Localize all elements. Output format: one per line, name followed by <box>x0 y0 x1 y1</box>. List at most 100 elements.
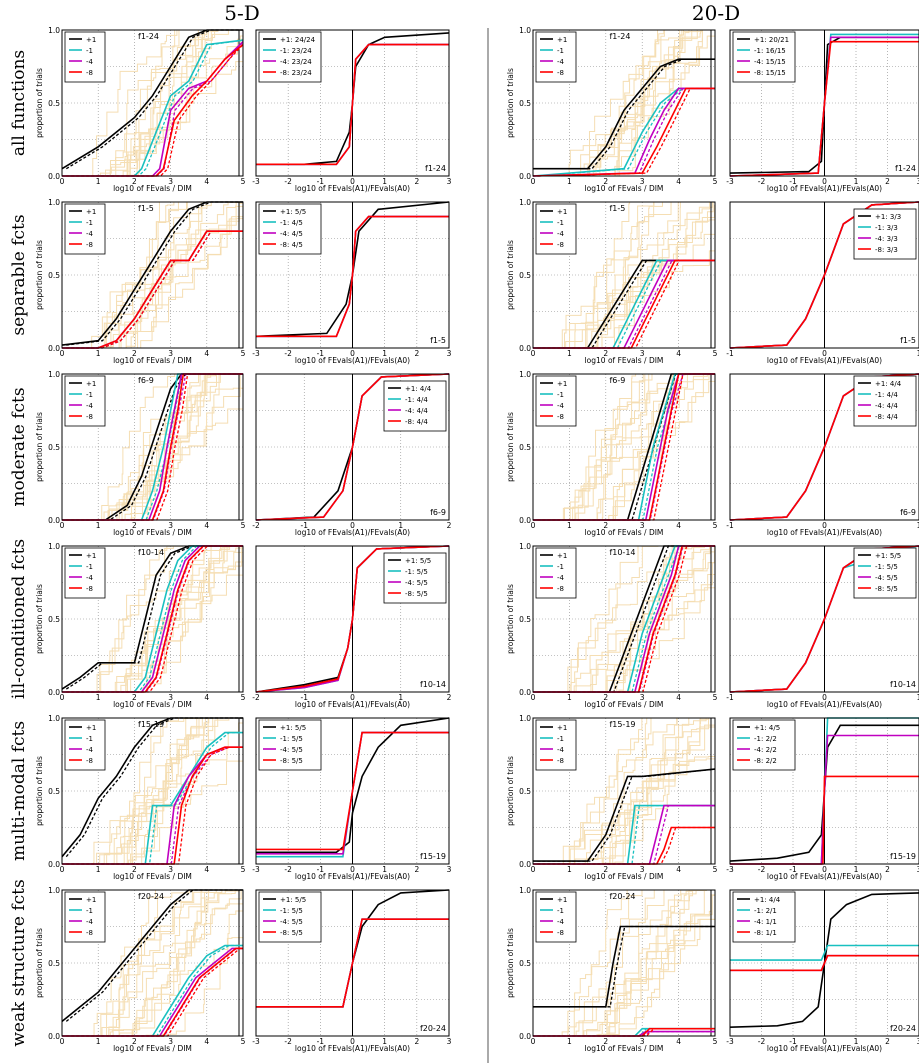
background-run <box>62 29 243 177</box>
series-line <box>61 545 243 690</box>
legend-entry: -8 <box>86 585 93 593</box>
series-line-dashed <box>66 731 243 865</box>
x-tick-label: 0 <box>822 177 827 186</box>
series-line-dashed <box>537 545 715 693</box>
background-run <box>533 29 715 177</box>
y-tick-label: 0.5 <box>48 271 60 280</box>
x-tick-label: -2 <box>252 693 260 702</box>
x-tick-label: 1 <box>382 865 387 874</box>
x-tick-label: 0 <box>531 693 536 702</box>
series-line-dashed <box>66 545 243 693</box>
x-tick-label: 5 <box>241 693 246 702</box>
background-run <box>533 373 715 521</box>
series-line-dashed <box>65 717 243 858</box>
x-tick-label: 4 <box>676 177 681 186</box>
background-run <box>62 717 243 865</box>
x-axis-label: log10 of FEvals / DIM <box>585 184 664 193</box>
x-tick-label: 4 <box>204 865 209 874</box>
x-axis-label: log10 of FEvals / DIM <box>585 356 664 365</box>
legend-entry: -4 <box>557 230 565 238</box>
background-run <box>533 717 715 865</box>
x-tick-label: 0 <box>60 521 65 530</box>
x-tick-label: 2 <box>414 1037 419 1046</box>
legend-entry: -8: 5/5 <box>875 585 898 593</box>
legend-box <box>258 719 322 771</box>
function-group-annotation: f20-24 <box>138 892 164 901</box>
legend-entry: -1: 4/5 <box>280 219 303 227</box>
background-run <box>62 201 243 349</box>
legend-entry: +1: 5/5 <box>280 208 306 216</box>
x-tick-label: 3 <box>447 1037 452 1046</box>
y-tick-label: 0.0 <box>48 688 60 697</box>
background-run <box>62 29 243 177</box>
axes-frame <box>532 373 716 521</box>
legend-entry: -8 <box>557 69 564 77</box>
column-title: 5-D <box>224 1 260 25</box>
legend-entry: -1: 5/5 <box>280 735 303 743</box>
y-tick-label: 1.0 <box>48 198 60 207</box>
function-group-annotation: f1-5 <box>430 336 446 345</box>
function-group-annotation: f10-14 <box>890 680 916 689</box>
legend-box <box>258 203 322 255</box>
series-line-dashed <box>537 545 715 693</box>
x-tick-label: 2 <box>603 521 608 530</box>
axes-frame <box>255 373 450 521</box>
series-line-dashed <box>537 768 716 862</box>
legend-entry: -4: 5/5 <box>875 574 898 582</box>
series-line <box>255 545 450 693</box>
y-tick-label: 0.0 <box>48 516 60 525</box>
background-run <box>62 889 243 1037</box>
y-axis-label: proportion of trials <box>506 240 515 310</box>
x-axis-label: log10 of FEvals(A1)/FEvals(A0) <box>295 184 410 193</box>
legend-entry: -8: 5/5 <box>280 929 303 937</box>
background-run <box>533 201 715 349</box>
legend-entry: -1: 5/5 <box>875 563 898 571</box>
legend-entry: -8: 2/2 <box>754 757 777 765</box>
series-line <box>256 215 449 338</box>
x-tick-label: 1 <box>382 177 387 186</box>
legend-entry: -1: 5/5 <box>280 907 303 915</box>
x-tick-label: -1 <box>317 349 325 358</box>
background-run <box>62 373 243 521</box>
series-line <box>255 373 450 521</box>
ecdf-panel: 0 1 2 3 4 5 log10 of FEvals / DIM 0.0 0.5 1.0 prop… <box>506 714 718 881</box>
x-tick-label: 1 <box>567 1037 572 1046</box>
x-tick-label: 1 <box>398 693 403 702</box>
x-tick-label: -1 <box>317 177 325 186</box>
ecdf-panel: 0 1 2 3 4 5 log10 of FEvals / DIM 0.0 0.5 1.0 prop… <box>35 26 246 193</box>
x-tick-label: -2 <box>252 521 260 530</box>
background-run <box>533 717 715 865</box>
legend-entry: -8: 5/5 <box>405 590 428 598</box>
series-line-dashed <box>65 545 243 690</box>
background-run <box>62 717 243 865</box>
background-run <box>62 216 243 349</box>
function-group-annotation: f20-24 <box>420 1024 446 1033</box>
series-line-dashed <box>66 545 243 693</box>
x-tick-label: 0 <box>531 521 536 530</box>
x-tick-label: 2 <box>603 349 608 358</box>
axes-frame <box>532 29 716 177</box>
background-run <box>62 218 243 349</box>
function-group-annotation: f20-24 <box>890 1024 916 1033</box>
background-run <box>533 373 715 521</box>
x-tick-label: -2 <box>758 1037 766 1046</box>
legend-entry: -1: 4/4 <box>405 396 428 404</box>
series-line-dashed <box>65 889 243 1022</box>
function-group-annotation: f15-19 <box>890 852 916 861</box>
y-axis-label: proportion of trials <box>35 412 44 482</box>
y-tick-label: 0.0 <box>48 172 60 181</box>
x-tick-label: 0 <box>350 865 355 874</box>
legend-entry: +1 <box>86 896 96 904</box>
background-run <box>62 889 243 1037</box>
background-run <box>533 373 715 521</box>
background-run <box>533 545 715 693</box>
background-run <box>62 717 243 865</box>
x-tick-label: 1 <box>382 349 387 358</box>
axes-frame <box>255 201 450 349</box>
y-axis-label: proportion of trials <box>506 68 515 138</box>
function-group-annotation: f10-14 <box>138 548 164 557</box>
background-run <box>533 717 715 865</box>
series-line <box>256 918 449 1008</box>
legend-entry: -4: 1/1 <box>754 918 777 926</box>
legend-entry: +1: 4/5 <box>754 724 780 732</box>
